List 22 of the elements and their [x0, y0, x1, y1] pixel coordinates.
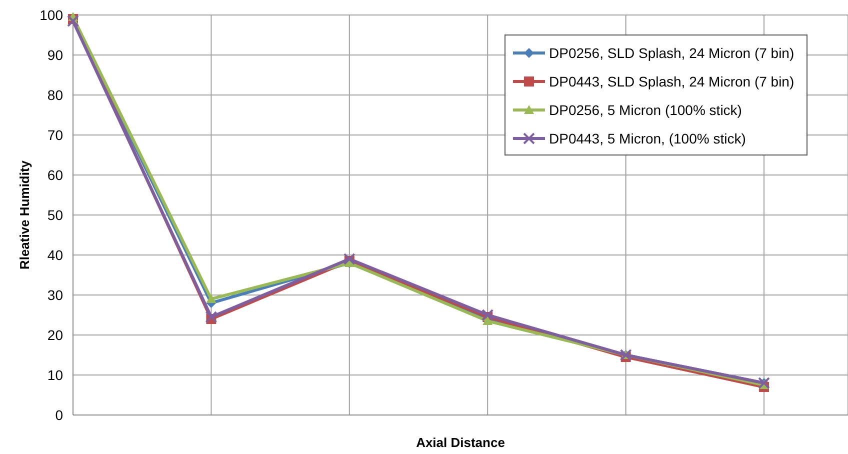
y-tick-label: 80 — [47, 86, 64, 103]
y-tick-label: 100 — [40, 6, 64, 23]
y-tick-label: 0 — [55, 406, 64, 423]
y-tick-label: 90 — [47, 46, 64, 63]
legend-label: DP0443, SLD Splash, 24 Micron (7 bin) — [549, 73, 794, 90]
y-tick-label: 40 — [47, 246, 64, 263]
x-axis-title: Axial Distance — [416, 435, 505, 450]
y-axis-title: Rleative Humidity — [17, 160, 32, 270]
point — [206, 294, 216, 303]
y-tick-label: 50 — [47, 206, 64, 223]
legend-label: DP0256, SLD Splash, 24 Micron (7 bin) — [549, 44, 794, 61]
point — [482, 309, 494, 321]
legend-label: DP0256, 5 Micron (100% stick) — [549, 102, 742, 118]
point — [343, 253, 356, 265]
y-tick-label: 20 — [47, 326, 64, 343]
y-tick-label: 60 — [47, 166, 64, 183]
y-tick-label: 30 — [47, 286, 64, 303]
point — [67, 15, 79, 27]
y-tick-label: 70 — [47, 126, 64, 143]
point — [205, 311, 218, 323]
y-tick-label: 10 — [47, 366, 64, 383]
legend-label: DP0443, 5 Micron, (100% stick) — [549, 130, 746, 146]
